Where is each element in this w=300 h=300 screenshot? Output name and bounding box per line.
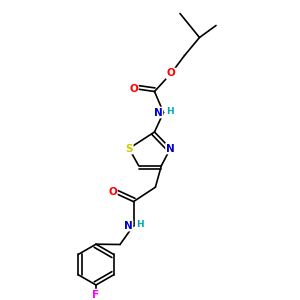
Text: H: H <box>166 107 174 116</box>
Text: N: N <box>154 107 163 118</box>
Text: S: S <box>125 143 133 154</box>
Text: H: H <box>136 220 144 229</box>
Text: N: N <box>124 220 133 231</box>
Text: O: O <box>108 187 117 197</box>
Text: O: O <box>167 68 176 79</box>
Text: N: N <box>166 143 175 154</box>
Text: F: F <box>92 290 100 300</box>
Text: O: O <box>129 83 138 94</box>
